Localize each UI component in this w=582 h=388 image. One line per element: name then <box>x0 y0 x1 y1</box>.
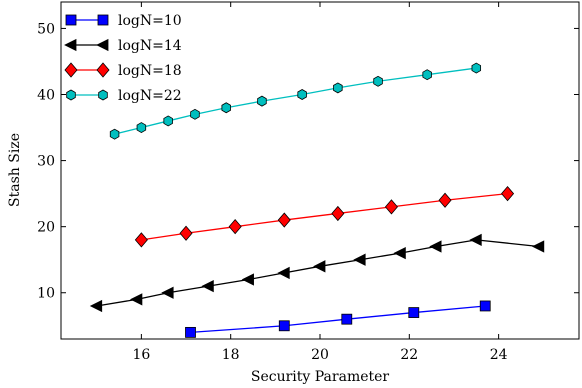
y-tick-label: 10 <box>37 286 55 302</box>
series-line <box>96 239 539 307</box>
data-point <box>331 205 345 222</box>
x-tick-label: 16 <box>132 347 150 363</box>
y-axis-ticks: 10 20 30 40 50 <box>37 21 579 302</box>
data-point <box>469 233 482 247</box>
data-point <box>109 128 120 140</box>
legend-item: logN=18 <box>64 62 182 79</box>
data-point <box>136 122 147 134</box>
data-point <box>353 253 366 266</box>
y-tick-label: 50 <box>37 21 55 37</box>
data-point <box>179 225 193 241</box>
legend-label: logN=18 <box>118 63 182 79</box>
series-layer <box>89 62 545 338</box>
data-point <box>89 299 103 313</box>
data-point <box>501 186 515 202</box>
series-line <box>141 192 508 241</box>
y-tick-label: 30 <box>37 154 55 170</box>
data-point <box>313 260 326 273</box>
legend-marker <box>64 38 77 52</box>
legend-item: logN=22 <box>66 88 182 104</box>
data-point <box>278 320 290 332</box>
legend-marker <box>64 62 78 78</box>
data-point <box>163 115 173 127</box>
x-tick-label: 18 <box>222 347 240 363</box>
data-point <box>393 246 406 260</box>
data-point <box>190 108 200 120</box>
x-tick-label: 24 <box>490 347 508 363</box>
y-tick-label: 20 <box>37 220 55 236</box>
data-point <box>438 192 452 208</box>
data-point <box>134 232 148 248</box>
data-point <box>384 199 398 215</box>
x-axis-label: Security Parameter <box>251 369 390 385</box>
x-axis-ticks: 16 18 20 22 24 <box>132 2 508 363</box>
legend-label: logN=22 <box>118 88 182 104</box>
data-point <box>277 266 290 280</box>
data-point <box>241 273 254 286</box>
data-point <box>373 75 383 87</box>
data-point <box>429 240 442 253</box>
data-point <box>228 219 242 235</box>
series-1 <box>89 233 545 313</box>
data-point <box>277 212 291 228</box>
legend-item: logN=10 <box>65 13 182 29</box>
series-3 <box>109 62 482 140</box>
data-point <box>221 102 231 114</box>
legend-marker <box>96 62 110 78</box>
y-axis-label: Stash Size <box>7 133 23 207</box>
legend-label: logN=14 <box>118 38 182 54</box>
data-point <box>161 286 174 299</box>
data-point <box>531 240 545 253</box>
data-point <box>408 307 420 318</box>
data-point <box>201 279 214 293</box>
data-point <box>479 300 491 312</box>
data-point <box>471 62 482 74</box>
legend-marker <box>66 89 76 101</box>
series-2 <box>134 186 515 248</box>
data-point <box>333 82 343 94</box>
data-point <box>341 313 353 325</box>
legend-label: logN=10 <box>118 13 182 29</box>
data-point <box>257 95 267 107</box>
legend-marker <box>65 14 77 26</box>
legend-marker <box>97 14 109 26</box>
plot-area <box>60 1 580 340</box>
data-point <box>130 293 143 306</box>
data-point <box>422 69 432 81</box>
legend-marker <box>98 89 108 101</box>
legend-item: logN=14 <box>64 38 182 54</box>
legend-marker <box>96 38 109 52</box>
x-tick-label: 22 <box>400 347 418 363</box>
y-tick-label: 40 <box>37 88 55 104</box>
data-point <box>297 89 307 100</box>
series-0 <box>185 300 491 338</box>
legend: logN=10 logN=14 logN=18 logN=22 <box>64 13 182 104</box>
data-point <box>185 326 196 338</box>
x-tick-label: 20 <box>311 347 329 363</box>
